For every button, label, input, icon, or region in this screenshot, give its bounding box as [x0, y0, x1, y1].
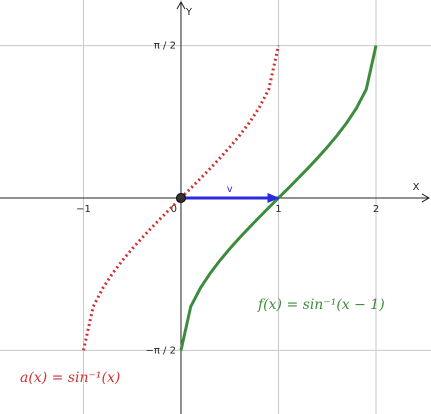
x-tick-label: 2: [373, 204, 379, 215]
x-axis-arrow: [421, 193, 431, 203]
x-tick-label: −1: [76, 204, 91, 215]
y-tick-label: π / 2: [154, 41, 176, 52]
y-tick-label: −π / 2: [145, 345, 176, 356]
point: [175, 192, 186, 203]
x-axis-label: X: [413, 182, 420, 193]
vector-label: v: [227, 184, 233, 195]
function-label: a(x) = sin⁻¹(x): [20, 370, 120, 386]
x-tick-label: 1: [275, 204, 281, 215]
y-axis-arrow: [176, 0, 186, 10]
function-label: f(x) = sin⁻¹(x − 1): [257, 297, 385, 313]
x-tick-label: 0: [171, 204, 177, 215]
y-axis-label: Y: [185, 7, 193, 18]
